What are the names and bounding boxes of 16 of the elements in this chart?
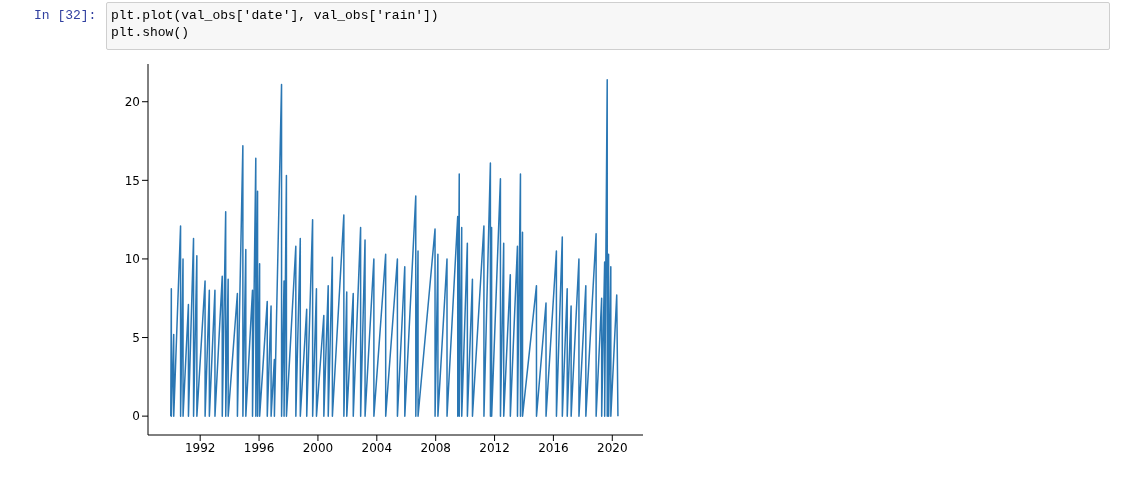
y-tick-label: 20: [124, 94, 140, 109]
text: plt.plot(val_obs['date'], val_obs['rain']) plt.show(): [106, 2, 1110, 50]
text: In [32]:: [34, 8, 97, 23]
x-tick-label: 2020: [597, 440, 628, 455]
x-tick-label: 2016: [538, 440, 569, 455]
x-tick-label: 2008: [420, 440, 451, 455]
y-tick-label: 10: [124, 252, 140, 267]
x-tick-label: 2000: [302, 440, 334, 455]
y-tick-label: 0: [132, 409, 140, 424]
x-tick-label: 1992: [184, 440, 216, 455]
y-tick-label: 15: [124, 173, 140, 188]
x-tick-label: 2012: [479, 440, 510, 455]
x-tick-label: 1996: [243, 440, 275, 455]
y-tick-label: 5: [132, 330, 140, 345]
line-series: [170, 78, 619, 417]
x-tick-label: 2004: [361, 440, 393, 455]
